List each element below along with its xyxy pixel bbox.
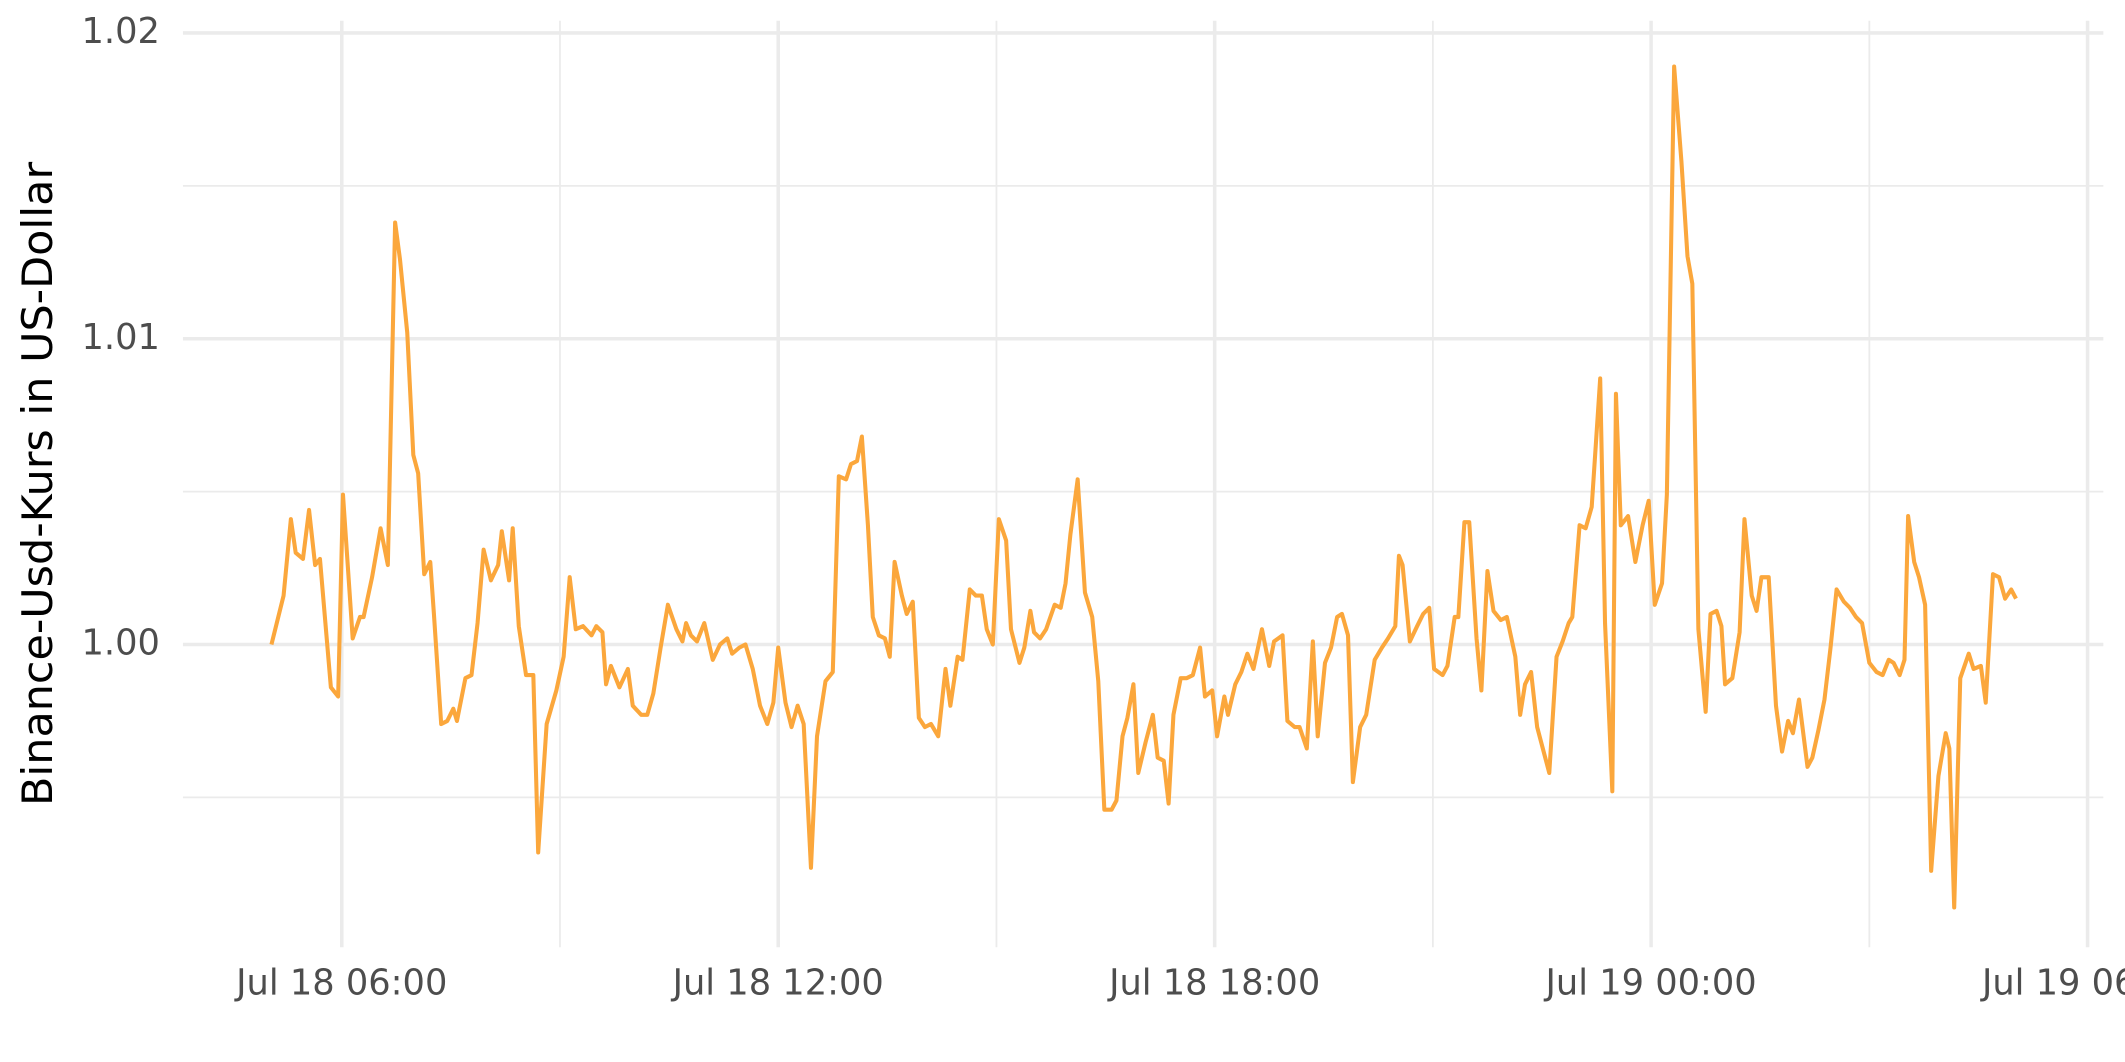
x-tick-label: Jul 19 06:00 <box>1980 962 2125 1003</box>
y-tick-label: 1.01 <box>82 317 160 358</box>
y-tick-label: 1.00 <box>82 622 160 663</box>
x-tick-label: Jul 19 00:00 <box>1544 962 1757 1003</box>
y-tick-label: 1.02 <box>82 11 160 52</box>
x-tick-label: Jul 18 18:00 <box>1107 962 1320 1003</box>
y-axis-title: Binance-Usd-Kurs in US-Dollar <box>14 161 63 806</box>
x-tick-label: Jul 18 12:00 <box>671 962 884 1003</box>
price-line <box>269 64 2018 910</box>
x-tick-label: Jul 18 06:00 <box>234 962 447 1003</box>
